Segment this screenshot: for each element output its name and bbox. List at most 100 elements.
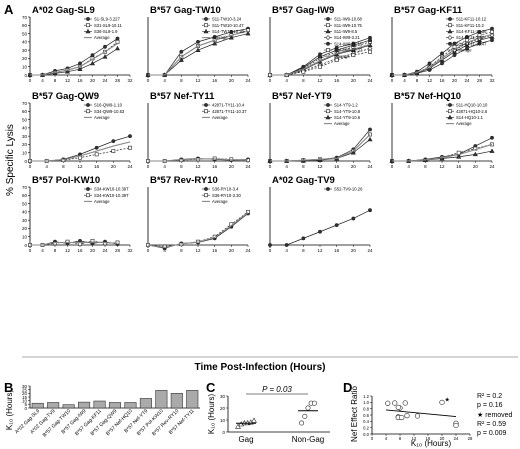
series-line <box>392 143 493 162</box>
bar <box>31 402 44 409</box>
d-x-tick-label: 16 <box>426 436 431 441</box>
x-tick-label: 20 <box>473 164 479 169</box>
legend-label: 42871-TY11-10.37 <box>212 109 247 114</box>
data-point <box>179 49 184 54</box>
legend-marker <box>86 17 90 21</box>
data-point <box>246 209 250 214</box>
legend-marker <box>447 35 453 41</box>
legend-marker <box>447 114 453 120</box>
y-tick-label: 50 <box>22 117 28 122</box>
legend-label: S11-KF11-10.2 <box>456 23 484 28</box>
b-y-tick-label: 25 <box>22 387 28 392</box>
legend-label: Average <box>334 54 350 59</box>
legend-marker <box>326 23 330 28</box>
x-tick-label: 24 <box>245 248 251 253</box>
x-tick-label: 0 <box>147 248 150 253</box>
legend-label: Average <box>212 115 228 120</box>
x-tick-label: 12 <box>317 248 323 253</box>
b-y-tick-label: 30 <box>22 384 28 389</box>
d-fit-line <box>385 409 457 417</box>
panel-c-ylabel: K₁₀ (Hours) <box>207 394 216 435</box>
series-line <box>147 212 249 249</box>
x-tick-label: 28 <box>115 248 121 253</box>
data-point <box>367 46 373 51</box>
legend-marker <box>448 41 452 46</box>
y-tick-label: 40 <box>22 210 28 215</box>
data-point <box>196 39 200 44</box>
panel-d-removed-label: ★ removed <box>477 411 513 419</box>
c-y-tick-label: 0 <box>222 430 225 435</box>
x-tick-label: 24 <box>245 164 251 169</box>
legend-label: S11-KF11-10.12 <box>456 17 487 22</box>
c-category-label: Non-Gag <box>292 435 324 444</box>
x-tick-label: 28 <box>477 78 483 83</box>
legend-marker <box>204 103 208 107</box>
subplot-title: A*02 Gag-TV9 <box>272 175 335 186</box>
subplot: B*57 Nef-HQ10 0 4 8 12 16 20 24 S11-HQ10-10.1042… <box>389 91 495 169</box>
legend-marker <box>326 187 330 191</box>
legend-label: S36-RY10-3.30 <box>212 193 241 198</box>
subplot-title: B*57 Nef-YT9 <box>272 91 332 102</box>
bar <box>108 402 122 409</box>
data-point <box>318 54 322 59</box>
legend-marker <box>448 103 452 107</box>
x-tick-label: 4 <box>163 248 166 253</box>
data-point <box>65 239 70 244</box>
data-point <box>178 57 184 62</box>
x-tick-label: 20 <box>351 248 357 253</box>
x-tick-label: 0 <box>269 78 272 83</box>
x-tick-label: 8 <box>54 78 57 83</box>
d-point <box>399 414 405 421</box>
data-point <box>111 139 116 144</box>
legend-label: S14-YT9-10.8 <box>334 109 361 114</box>
legend-label: S11-IW9-10.75 <box>334 23 363 28</box>
x-tick-label: 8 <box>54 248 57 253</box>
y-tick-label: 60 <box>22 109 28 114</box>
x-tick-label: 20 <box>351 78 357 83</box>
c-y-tick-label: 10 <box>220 418 226 423</box>
y-tick-label: 10 <box>22 65 28 70</box>
d-x-tick-label: 8 <box>399 436 402 441</box>
d-x-tick-label: 12 <box>412 436 417 441</box>
data-point <box>351 216 356 221</box>
y-tick-label: 20 <box>22 142 28 147</box>
x-tick-label: 4 <box>403 78 406 83</box>
y-tick-label: 50 <box>22 201 28 206</box>
legend-label: S11-TW10-10.47 <box>212 23 244 28</box>
x-tick-label: 16 <box>456 164 462 169</box>
legend-label: S11-TW10-3.24 <box>212 17 242 22</box>
x-tick-label: 24 <box>245 78 251 83</box>
y-tick-label: 60 <box>22 193 28 198</box>
data-point <box>318 64 322 69</box>
d-x-tick-label: 24 <box>454 436 459 441</box>
x-tick-label: 20 <box>452 78 458 83</box>
x-tick-label: 8 <box>180 164 183 169</box>
legend-marker <box>326 103 330 107</box>
legend-label: S14-IW9-10.15 <box>334 41 363 46</box>
legend-label: S34-KW10-10.39T <box>94 193 129 198</box>
x-tick-label: 20 <box>229 164 235 169</box>
d-x-tick-label: 20 <box>440 436 445 441</box>
x-tick-label: 24 <box>367 78 373 83</box>
legend-label: S11-IW9-8.5 <box>334 29 358 34</box>
data-point <box>368 49 372 54</box>
c-point-nongag <box>305 405 311 411</box>
d-point <box>385 400 391 406</box>
d-x-tick-label: 0 <box>371 436 374 441</box>
x-tick-label: 0 <box>29 164 32 169</box>
x-tick-label: 4 <box>163 164 166 169</box>
y-tick-label: 30 <box>22 218 28 223</box>
panel-d-stat-r2: R² = 0.2 <box>477 393 502 400</box>
x-tick-label: 4 <box>163 78 166 83</box>
x-tick-label: 8 <box>302 248 305 253</box>
x-tick-label: 32 <box>127 78 133 83</box>
data-point <box>115 240 120 245</box>
x-tick-label: 12 <box>195 248 201 253</box>
data-point <box>465 46 469 51</box>
x-tick-label: 24 <box>102 248 108 253</box>
data-point <box>115 36 120 41</box>
c-point-nongag <box>311 400 317 406</box>
legend-label: S14-TW10-10.36 <box>212 29 245 34</box>
d-y-tick-label: 0.6 <box>363 413 369 418</box>
c-point-nongag <box>302 413 308 419</box>
